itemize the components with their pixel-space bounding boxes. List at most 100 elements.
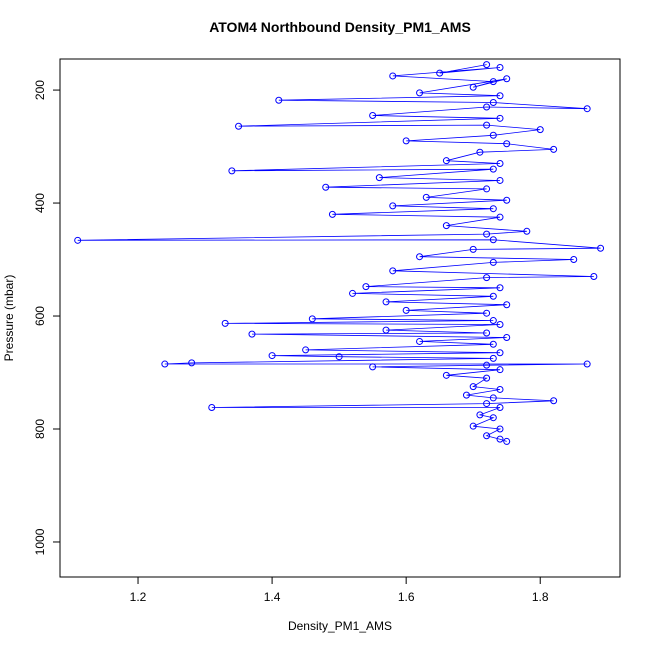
data-point [583,105,591,113]
data-point [489,78,497,86]
data-point [489,292,497,300]
data-point [369,111,377,119]
data-point [503,333,511,341]
data-point [496,284,504,292]
x-tick-label: 1.6 [398,590,415,604]
data-point [442,157,450,165]
data-point [208,404,216,412]
data-point [308,315,316,323]
data-point [503,140,511,148]
data-point [489,205,497,213]
y-tick-label: 400 [33,193,47,213]
data-point [349,289,357,297]
data-point [402,137,410,145]
data-point [489,98,497,106]
data-point [489,258,497,266]
data-point [483,230,491,238]
data-point [476,411,484,419]
data-point [442,371,450,379]
data-point [496,63,504,71]
data-point [268,352,276,360]
data-point [483,103,491,111]
data-point [416,89,424,97]
data-point [489,414,497,422]
y-tick-label: 200 [33,80,47,100]
data-point [496,92,504,100]
data-point [322,183,330,191]
data-point [483,432,491,440]
data-point [496,320,504,328]
data-point [503,437,511,445]
data-point [335,353,343,361]
data-point [188,359,196,367]
data-point [483,61,491,69]
data-point [570,256,578,264]
data-point [496,114,504,122]
y-axis-label: Pressure (mbar) [2,275,16,362]
data-point [483,185,491,193]
data-point [362,283,370,291]
data-point [442,222,450,230]
data-line [77,64,601,442]
data-point [469,383,477,391]
x-tick-label: 1.2 [130,590,147,604]
data-point [469,83,477,91]
y-tick-label: 600 [33,306,47,326]
data-point [389,72,397,80]
data-point [228,167,236,175]
data-point [382,326,390,334]
data-point [496,425,504,433]
data-point [483,121,491,129]
data-point [389,202,397,210]
plot-frame [59,58,621,578]
data-point [375,174,383,182]
data-point [503,196,511,204]
data-point [416,337,424,345]
data-point [462,391,470,399]
data-point [496,160,504,168]
data-point [489,236,497,244]
data-point [483,361,491,369]
data-point [369,363,377,371]
x-tick-label: 1.8 [532,590,549,604]
data-point [496,349,504,357]
data-point [489,317,497,325]
data-point [302,346,310,354]
data-point [550,145,558,153]
x-axis-label: Density_PM1_AMS [288,619,392,633]
data-point [483,400,491,408]
data-point [496,404,504,412]
data-point [161,360,169,368]
data-point [583,360,591,368]
data-point [483,274,491,282]
y-tick-label: 1000 [33,528,47,555]
data-point [483,329,491,337]
data-point [328,210,336,218]
data-point [422,193,430,201]
data-point [402,306,410,314]
data-point [469,245,477,253]
data-point [389,267,397,275]
data-point [496,213,504,221]
data-point [489,354,497,362]
data-point [523,227,531,235]
chart-title: ATOM4 Northbound Density_PM1_AMS [209,19,471,35]
data-point [275,96,283,104]
data-point [496,435,504,443]
data-point [550,397,558,405]
data-point [590,272,598,280]
data-point [416,253,424,261]
data-point [483,309,491,317]
data-point [503,75,511,83]
data-point [496,176,504,184]
data-point [382,298,390,306]
data-point [235,122,243,130]
data-point [489,340,497,348]
y-tick-label: 800 [33,419,47,439]
data-point [469,422,477,430]
data-point [496,366,504,374]
data-point [483,374,491,382]
data-point [476,148,484,156]
data-point [597,244,605,252]
